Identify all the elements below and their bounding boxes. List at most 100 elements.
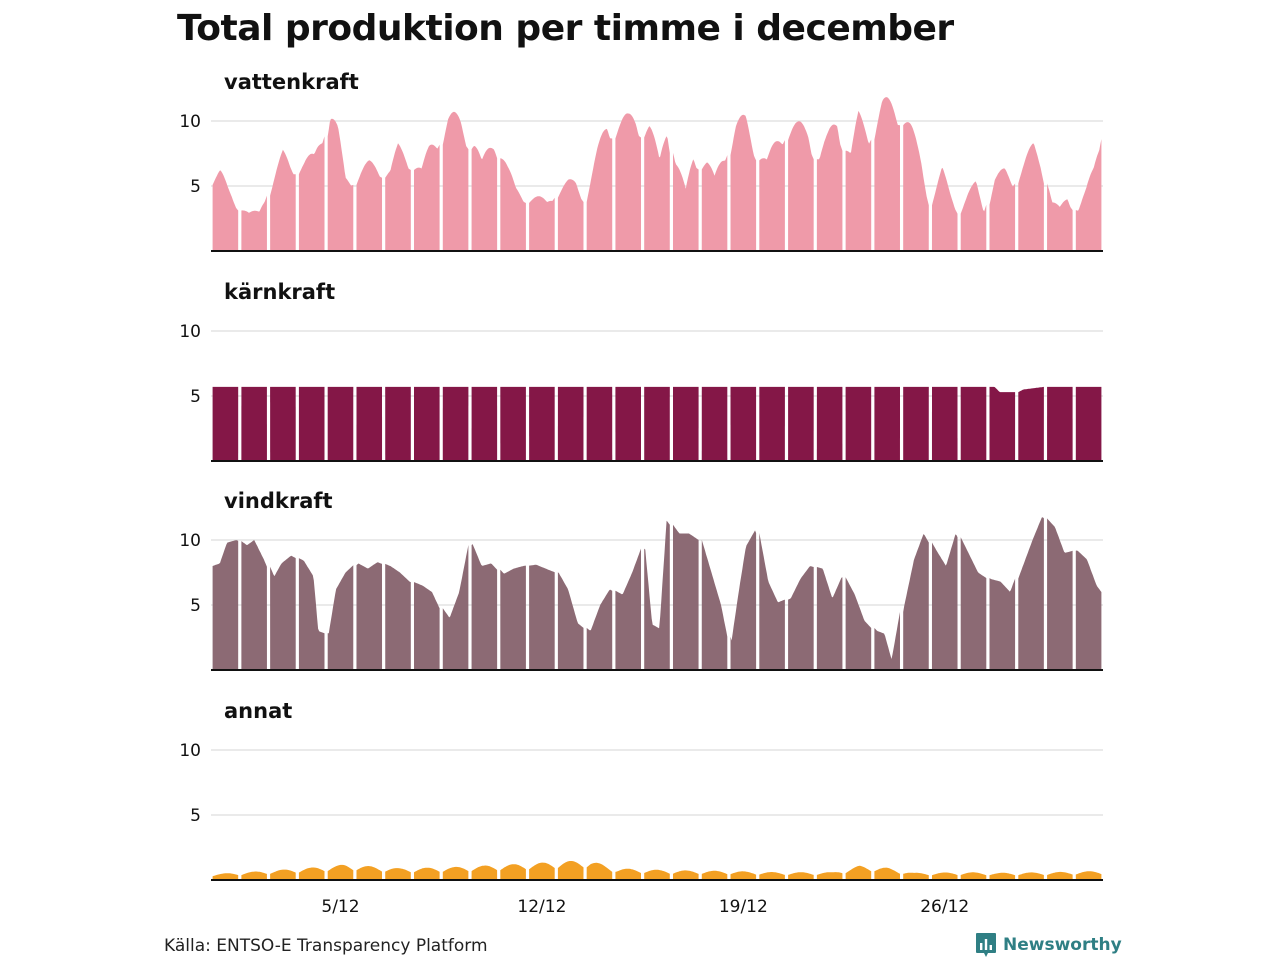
area-day-10 xyxy=(471,386,498,461)
area-day-2 xyxy=(241,871,267,880)
panel-vindkraft: 5 10 vindkraft xyxy=(179,489,1103,671)
area-day-2 xyxy=(241,386,267,461)
area-day-1 xyxy=(212,170,239,251)
area-day-27 xyxy=(960,872,987,880)
panel-label: annat xyxy=(224,699,292,723)
panel-krnkraft: 5 10 kärnkraft xyxy=(179,280,1103,462)
newsworthy-logo-icon xyxy=(976,933,996,957)
area-day-13 xyxy=(557,386,584,461)
area-day-16 xyxy=(644,386,670,461)
area-day-1 xyxy=(212,386,239,461)
y-tick-label-10: 10 xyxy=(179,112,201,132)
area-day-27 xyxy=(960,181,987,251)
area-day-10 xyxy=(471,146,498,251)
area-day-30 xyxy=(1047,183,1073,251)
area-day-14 xyxy=(586,128,613,251)
area-day-23 xyxy=(845,110,872,252)
area-day-21 xyxy=(788,872,814,880)
area-day-7 xyxy=(385,868,411,880)
area-day-6 xyxy=(356,160,383,251)
area-day-14 xyxy=(586,386,613,461)
area-day-6 xyxy=(356,562,383,670)
area-day-29 xyxy=(1018,386,1044,461)
x-tick-label: 12/12 xyxy=(517,897,566,917)
area-day-14 xyxy=(586,862,613,880)
panel-label: kärnkraft xyxy=(224,280,335,304)
area-day-11 xyxy=(500,158,526,251)
area-day-27 xyxy=(960,537,987,670)
area-day-11 xyxy=(500,864,526,880)
area-day-3 xyxy=(270,386,296,461)
y-tick-label-5: 5 xyxy=(190,177,201,197)
area-day-3 xyxy=(270,555,296,670)
area-day-29 xyxy=(1018,143,1044,251)
y-tick-label-10: 10 xyxy=(179,741,201,761)
area-day-31 xyxy=(1075,139,1102,251)
area-day-18 xyxy=(701,386,728,461)
area-day-2 xyxy=(241,195,267,251)
area-day-18 xyxy=(701,155,728,251)
area-day-29 xyxy=(1018,872,1044,880)
area-day-19 xyxy=(730,386,757,461)
area-day-25 xyxy=(903,534,929,670)
area-day-16 xyxy=(644,520,670,670)
area-day-24 xyxy=(874,97,900,251)
area-day-8 xyxy=(414,144,440,251)
x-tick-label: 5/12 xyxy=(321,897,359,917)
area-day-7 xyxy=(385,143,411,251)
area-day-31 xyxy=(1075,386,1102,461)
area-day-18 xyxy=(701,870,728,880)
y-tick-label-5: 5 xyxy=(190,387,201,407)
panel-label: vattenkraft xyxy=(224,70,359,94)
area-day-31 xyxy=(1075,871,1102,880)
area-day-1 xyxy=(212,540,239,670)
area-day-28 xyxy=(989,872,1016,880)
area-day-12 xyxy=(529,196,555,251)
area-day-15 xyxy=(615,868,642,880)
area-day-22 xyxy=(816,124,843,251)
brand-logo: Newsworthy xyxy=(975,932,1122,958)
small-multiples-chart: 5 10 vattenkraft 5 10 kärnkraft 5 10 vindkraft 5 1… xyxy=(179,70,1103,917)
area-day-14 xyxy=(586,589,613,670)
area-day-18 xyxy=(701,539,728,670)
area-day-7 xyxy=(385,386,411,461)
area-day-4 xyxy=(298,386,325,461)
area-day-1 xyxy=(212,873,239,880)
area-day-27 xyxy=(960,386,987,461)
area-day-29 xyxy=(1018,517,1044,670)
area-day-19 xyxy=(730,114,757,251)
area-day-10 xyxy=(471,544,498,670)
area-day-21 xyxy=(788,121,814,251)
y-tick-label-10: 10 xyxy=(179,322,201,342)
area-day-5 xyxy=(327,118,354,251)
area-day-12 xyxy=(529,386,555,461)
area-day-15 xyxy=(615,548,642,670)
x-tick-label: 19/12 xyxy=(719,897,768,917)
area-day-26 xyxy=(931,534,958,670)
area-day-19 xyxy=(730,530,757,670)
area-day-2 xyxy=(241,540,267,670)
area-day-9 xyxy=(442,545,469,670)
area-day-13 xyxy=(557,861,584,880)
area-day-5 xyxy=(327,864,354,880)
area-day-20 xyxy=(759,140,785,251)
area-day-20 xyxy=(759,533,785,670)
area-day-28 xyxy=(989,386,1016,461)
area-day-7 xyxy=(385,563,411,670)
area-day-5 xyxy=(327,386,354,461)
brand-name: Newsworthy xyxy=(1003,935,1122,955)
area-day-28 xyxy=(989,578,1016,670)
area-day-23 xyxy=(845,577,872,670)
area-day-4 xyxy=(298,558,325,670)
area-day-4 xyxy=(298,136,325,251)
source-note: Källa: ENTSO-E Transparency Platform xyxy=(164,936,488,956)
area-day-16 xyxy=(644,126,670,251)
area-day-30 xyxy=(1047,871,1073,880)
area-day-5 xyxy=(327,565,354,670)
area-day-26 xyxy=(931,167,958,251)
y-tick-label-5: 5 xyxy=(190,806,201,826)
area-day-15 xyxy=(615,113,642,252)
area-day-9 xyxy=(442,111,469,252)
area-day-3 xyxy=(270,149,296,251)
area-day-19 xyxy=(730,871,757,880)
